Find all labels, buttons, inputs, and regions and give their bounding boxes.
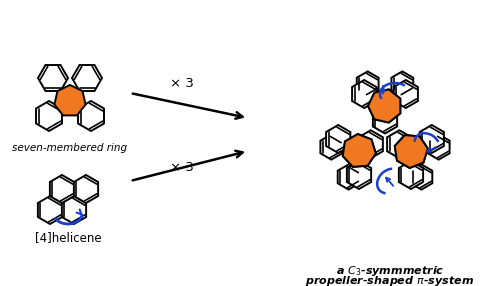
Polygon shape xyxy=(368,90,400,123)
Polygon shape xyxy=(38,196,62,224)
Polygon shape xyxy=(62,196,86,224)
Polygon shape xyxy=(338,164,359,190)
Polygon shape xyxy=(373,106,397,134)
Text: [4]helicene: [4]helicene xyxy=(34,231,102,244)
Text: a $\mathit{C}_3$-symmmetric: a $\mathit{C}_3$-symmmetric xyxy=(336,264,444,278)
Text: seven-membered ring: seven-membered ring xyxy=(12,143,128,153)
Polygon shape xyxy=(420,125,444,153)
Polygon shape xyxy=(38,65,68,91)
Polygon shape xyxy=(357,72,378,97)
Polygon shape xyxy=(410,164,432,190)
Text: × 3: × 3 xyxy=(170,77,194,90)
Polygon shape xyxy=(428,134,450,160)
Polygon shape xyxy=(392,72,413,97)
Polygon shape xyxy=(343,134,376,167)
Polygon shape xyxy=(343,134,376,167)
Polygon shape xyxy=(54,85,86,116)
Polygon shape xyxy=(399,161,423,189)
Text: × 3: × 3 xyxy=(170,161,194,174)
Polygon shape xyxy=(78,101,104,131)
Polygon shape xyxy=(358,130,383,158)
Polygon shape xyxy=(394,135,428,168)
Polygon shape xyxy=(387,130,411,158)
Polygon shape xyxy=(326,125,350,153)
Polygon shape xyxy=(394,80,418,108)
Polygon shape xyxy=(347,161,371,189)
Text: propeller-shaped $\pi$-system: propeller-shaped $\pi$-system xyxy=(306,274,474,286)
Polygon shape xyxy=(352,80,376,108)
Polygon shape xyxy=(72,65,102,91)
Polygon shape xyxy=(394,135,428,168)
Polygon shape xyxy=(368,90,400,123)
Polygon shape xyxy=(320,134,342,160)
Polygon shape xyxy=(50,175,74,203)
Polygon shape xyxy=(36,101,62,131)
Polygon shape xyxy=(74,175,98,203)
